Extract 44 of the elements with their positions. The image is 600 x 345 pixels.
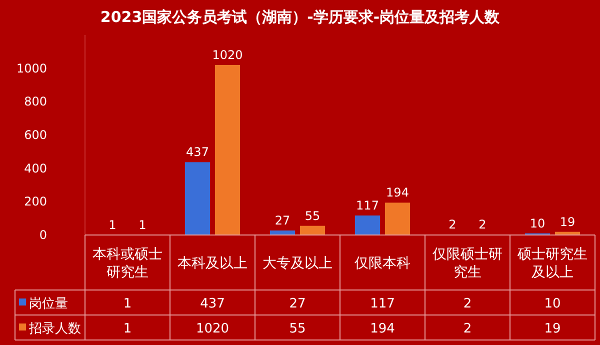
y-tick-label: 600 bbox=[24, 128, 47, 142]
y-tick-label: 800 bbox=[24, 94, 47, 109]
data-label: 27 bbox=[289, 296, 306, 312]
bar bbox=[185, 162, 210, 235]
legend-label: 岗位量 bbox=[29, 296, 68, 312]
data-label: 55 bbox=[289, 322, 306, 336]
text: 1 bbox=[138, 218, 146, 232]
data-label: 1 bbox=[123, 322, 132, 336]
data-label: 19 bbox=[544, 322, 561, 336]
text: 2 bbox=[448, 218, 456, 232]
text: 194 bbox=[386, 186, 409, 200]
data-label: 2 bbox=[463, 296, 472, 312]
text: 1 bbox=[108, 218, 116, 232]
x-tick-label: 仅限本科 bbox=[354, 256, 410, 272]
text: 55 bbox=[304, 208, 320, 223]
x-tick-label: 大专及以上 bbox=[262, 256, 332, 272]
text: 2 bbox=[478, 218, 486, 232]
data-label: 2 bbox=[463, 322, 472, 336]
data-label: 1020 bbox=[196, 322, 230, 336]
x-tick-label: 本科及以上 bbox=[178, 256, 248, 272]
data-label: 117 bbox=[370, 296, 395, 312]
text: 19 bbox=[560, 214, 576, 229]
y-tick-label: 400 bbox=[24, 161, 47, 176]
text: 1020 bbox=[212, 48, 243, 62]
y-tick-label: 1000 bbox=[16, 61, 47, 76]
y-tick-label: 0 bbox=[39, 228, 47, 242]
bar bbox=[300, 226, 325, 235]
data-label: 1 bbox=[123, 296, 132, 312]
x-tick-label: 本科或硕士研究生 bbox=[92, 246, 162, 280]
x-tick-label: 硕士研究生及以上 bbox=[516, 246, 588, 280]
y-tick-label: 200 bbox=[24, 194, 47, 209]
legend-label: 招录人数 bbox=[28, 322, 81, 336]
text: 437 bbox=[186, 145, 209, 160]
data-label: 437 bbox=[200, 296, 225, 312]
bar bbox=[355, 216, 380, 235]
bar bbox=[215, 65, 240, 235]
text: 27 bbox=[274, 214, 290, 228]
data-label: 194 bbox=[370, 322, 395, 336]
x-tick-label: 仅限硕士研究生 bbox=[432, 246, 502, 280]
chart-title: 2023国家公务员考试（湖南）-学历要求-岗位量及招考人数 bbox=[100, 8, 501, 26]
data-label: 10 bbox=[544, 296, 561, 312]
bar bbox=[385, 202, 410, 235]
text: 10 bbox=[530, 216, 546, 230]
text: 117 bbox=[356, 198, 379, 212]
